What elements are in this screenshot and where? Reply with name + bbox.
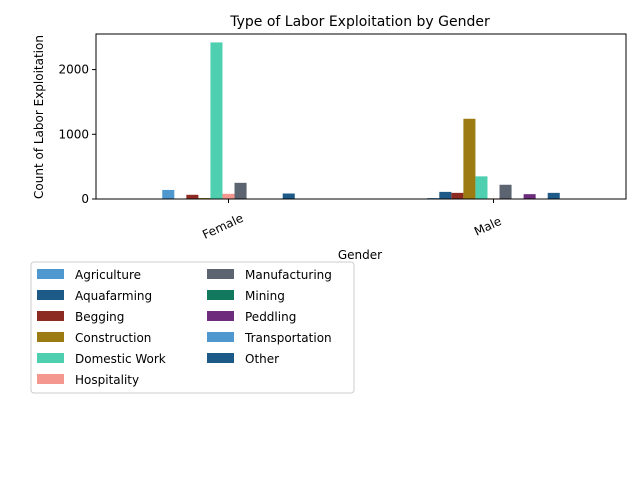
bar-domestic-work-male <box>475 176 488 199</box>
x-axis-label: Gender <box>338 248 382 262</box>
x-tick-label: Female <box>200 211 245 242</box>
legend-swatch-mining <box>207 290 234 300</box>
x-tick-label: Male <box>472 214 504 239</box>
bar-hospitality-female <box>222 193 235 199</box>
bar-manufacturing-female <box>234 182 247 199</box>
legend: Agriculture Aquafarming Begging Constructio… <box>30 261 355 394</box>
legend-swatch-agriculture <box>37 269 64 279</box>
legend-swatch-domestic-work <box>37 353 64 363</box>
legend-swatch-manufacturing <box>207 269 234 279</box>
y-tick-label: 2000 <box>58 63 89 77</box>
y-tick-label: 0 <box>81 192 89 206</box>
bar-aquafarming-male <box>439 191 452 199</box>
legend-label-construction: Construction <box>75 331 151 345</box>
bar-other-female <box>282 193 295 199</box>
legend-box <box>30 261 355 394</box>
legend-swatch-begging <box>37 311 64 321</box>
bar-peddling-male <box>523 194 536 199</box>
bar-other-male <box>547 192 560 199</box>
plot-frame <box>95 33 627 200</box>
legend-swatch-peddling <box>207 311 234 321</box>
legend-label-other: Other <box>245 352 279 366</box>
legend-label-begging: Begging <box>75 310 124 324</box>
y-axis-label: Count of Labor Exploitation <box>32 35 46 199</box>
legend-swatch-construction <box>37 332 64 342</box>
legend-label-agriculture: Agriculture <box>75 268 141 282</box>
bar-domestic-work-female <box>210 42 223 199</box>
bar-manufacturing-male <box>499 184 512 199</box>
legend-label-mining: Mining <box>245 289 285 303</box>
y-axis: 0 1000 2000 <box>58 63 96 206</box>
y-tick-label: 1000 <box>58 127 89 141</box>
x-axis: Female Male <box>200 199 504 242</box>
bar-begging-female <box>186 194 199 199</box>
legend-swatch-aquafarming <box>37 290 64 300</box>
legend-label-aquafarming: Aquafarming <box>75 289 152 303</box>
legend-swatch-other <box>207 353 234 363</box>
legend-label-peddling: Peddling <box>245 310 296 324</box>
legend-label-hospitality: Hospitality <box>75 373 139 387</box>
chart-title: Type of Labor Exploitation by Gender <box>229 14 490 30</box>
bar-begging-male <box>451 192 464 199</box>
legend-label-manufacturing: Manufacturing <box>245 268 332 282</box>
legend-label-domestic-work: Domestic Work <box>75 352 166 366</box>
legend-swatch-transportation <box>207 332 234 342</box>
legend-swatch-hospitality <box>37 374 64 384</box>
bar-agriculture-female <box>162 189 175 199</box>
bar-construction-male <box>463 118 476 199</box>
plot-area <box>95 33 627 200</box>
legend-label-transportation: Transportation <box>244 331 332 345</box>
